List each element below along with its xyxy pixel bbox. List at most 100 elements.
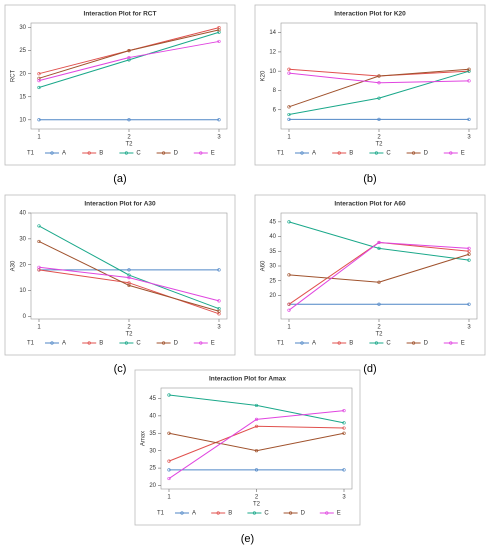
y-tick-label: 6 [273, 107, 277, 113]
series-line [168, 432, 345, 452]
legend-marker [199, 341, 203, 345]
series-point [127, 55, 131, 60]
legend-marker [374, 341, 379, 345]
legend-title: T1 [277, 151, 285, 157]
y-tick-label: 10 [19, 288, 26, 294]
y-tick-label: 12 [269, 49, 276, 55]
panel-title: Interaction Plot for A30 [84, 201, 156, 208]
series-line [38, 225, 220, 310]
series-point [287, 105, 291, 109]
y-tick-label: 45 [149, 396, 156, 402]
series-line [288, 253, 470, 283]
series-point [287, 220, 291, 224]
legend-marker [325, 511, 329, 515]
series-point [127, 283, 131, 287]
legend-marker [124, 341, 128, 345]
legend-label: D [424, 341, 429, 347]
y-tick-label: 40 [149, 413, 156, 419]
series-point [467, 252, 471, 256]
series-point [377, 302, 381, 306]
legend-marker [87, 341, 91, 345]
y-tick-label: 45 [269, 219, 276, 225]
series-point [467, 117, 471, 121]
series-point [217, 299, 221, 303]
x-tick-label: 1 [287, 325, 291, 331]
legend-label: A [312, 341, 316, 347]
legend-label: B [99, 151, 103, 157]
series-point [254, 403, 259, 408]
caption: (a) [113, 173, 126, 185]
y-tick-label: 30 [149, 448, 156, 454]
x-tick-label: 1 [287, 135, 291, 141]
series-point [377, 96, 381, 100]
legend-marker [300, 341, 304, 345]
y-tick-label: 25 [269, 278, 276, 284]
series-point [467, 258, 471, 262]
legend-marker [162, 151, 166, 155]
series-point [217, 28, 221, 32]
legend-marker [300, 151, 304, 155]
y-axis-label: K20 [261, 70, 267, 81]
x-tick-label: 2 [377, 325, 381, 331]
series-point [342, 409, 346, 413]
legend-label: C [386, 151, 391, 157]
legend-label: C [136, 151, 141, 157]
x-tick-label: 1 [167, 495, 171, 501]
y-tick-label: 20 [149, 483, 156, 489]
series-line [38, 31, 220, 88]
series-point [37, 85, 41, 90]
legend-label: C [386, 341, 391, 347]
panel-border [254, 4, 486, 166]
series-point [127, 268, 131, 272]
series-line [288, 241, 470, 311]
series-point [342, 421, 346, 425]
x-axis-label: T2 [253, 502, 261, 508]
series-line [288, 70, 470, 116]
series-point [217, 118, 221, 122]
y-tick-label: 35 [149, 431, 156, 437]
series-line [288, 68, 470, 108]
series-point [37, 239, 41, 244]
y-axis-label: A30 [11, 260, 17, 271]
legend-marker [449, 151, 453, 155]
legend-marker [374, 151, 379, 155]
series-point [377, 246, 381, 250]
series-point [377, 117, 381, 121]
legend-label: D [424, 151, 429, 157]
x-tick-label: 1 [37, 135, 41, 141]
panel-title: Interaction Plot for Amax [209, 376, 286, 383]
series-point [287, 117, 291, 121]
x-tick-label: 3 [467, 135, 471, 141]
y-axis-label: A60 [261, 260, 267, 271]
legend-marker [412, 341, 416, 345]
series-point [287, 273, 291, 277]
series-point [342, 431, 346, 435]
x-tick-label: 2 [255, 495, 259, 501]
legend-label: E [337, 511, 341, 517]
series-line [38, 266, 220, 302]
series-point [127, 49, 131, 53]
caption: (d) [363, 363, 376, 375]
series-point [287, 308, 291, 312]
legend-label: A [62, 151, 66, 157]
series-point [217, 309, 221, 313]
series-point [167, 468, 171, 472]
series-point [467, 249, 471, 253]
legend-marker [124, 151, 128, 155]
series-point [37, 265, 41, 269]
legend-marker [216, 511, 220, 515]
series-point [217, 39, 221, 44]
series-point [167, 459, 171, 463]
series-line [168, 410, 345, 479]
legend-label: B [99, 341, 103, 347]
y-tick-label: 25 [19, 48, 26, 54]
y-tick-label: 14 [269, 30, 276, 36]
y-tick-label: 35 [269, 249, 276, 255]
series-line [168, 425, 345, 462]
legend-label: B [349, 151, 353, 157]
legend-title: T1 [27, 151, 35, 157]
series-point [254, 449, 259, 453]
series-line [38, 40, 220, 82]
series-point [127, 276, 131, 280]
x-tick-label: 3 [467, 325, 471, 331]
